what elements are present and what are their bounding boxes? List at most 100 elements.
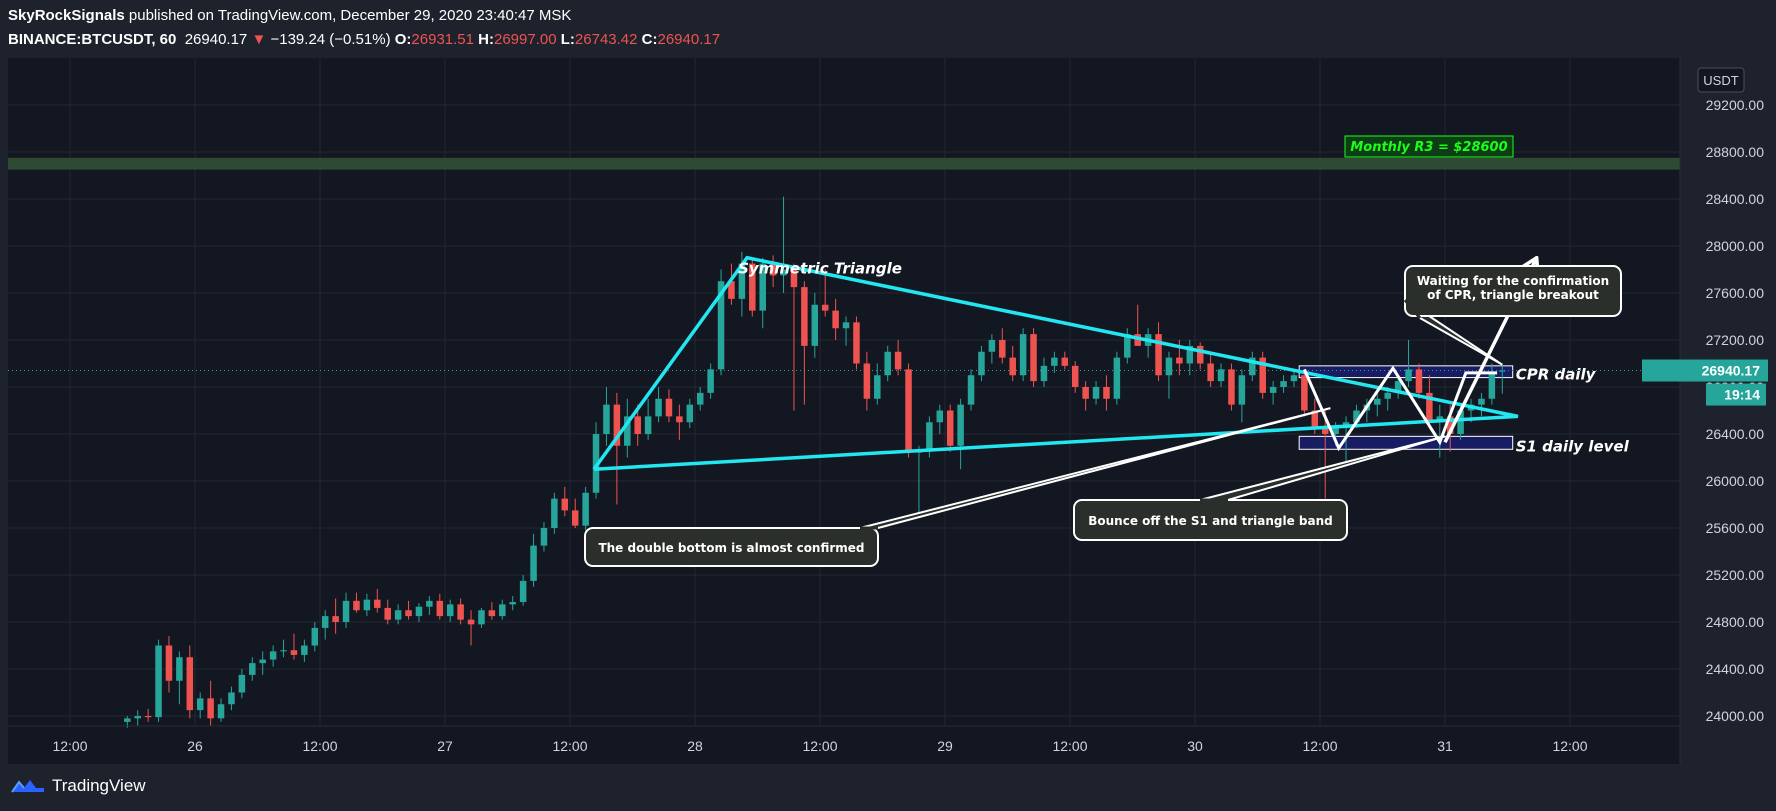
candle[interactable]: [707, 363, 714, 399]
candle[interactable]: [467, 610, 475, 646]
candle[interactable]: [999, 328, 1006, 364]
candle[interactable]: [321, 610, 329, 640]
candle[interactable]: [696, 387, 704, 411]
candle[interactable]: [728, 263, 735, 305]
candle[interactable]: [551, 492, 558, 534]
tradingview-logo-icon[interactable]: [10, 776, 46, 796]
candle[interactable]: [509, 596, 516, 611]
candle[interactable]: [155, 639, 162, 722]
candle[interactable]: [332, 598, 339, 634]
candle[interactable]: [1426, 375, 1433, 429]
s1-daily-box[interactable]: [1298, 435, 1514, 450]
candle[interactable]: [1415, 363, 1423, 399]
candle[interactable]: [769, 255, 777, 288]
candle[interactable]: [842, 316, 850, 346]
candle[interactable]: [644, 398, 652, 440]
candle[interactable]: [259, 651, 266, 675]
candle[interactable]: [561, 486, 569, 517]
candle[interactable]: [1405, 340, 1412, 387]
symbol-label[interactable]: BINANCE:BTCUSDT, 60: [8, 31, 177, 48]
candle[interactable]: [613, 392, 621, 505]
candle[interactable]: [1207, 351, 1214, 387]
time-axis[interactable]: 12:00 26 12:00 27 12:00 28 12:00 29 12:00 30 12:00…: [8, 725, 1680, 754]
candle[interactable]: [1009, 345, 1016, 382]
candle[interactable]: [874, 363, 881, 405]
callout-bounce-s1[interactable]: Bounce off the S1 and triangle band: [1073, 435, 1446, 541]
candle[interactable]: [1249, 351, 1256, 382]
currency-badge[interactable]: USDT: [1697, 67, 1745, 93]
candle[interactable]: [988, 334, 996, 364]
candle[interactable]: [530, 533, 537, 587]
candle[interactable]: [967, 369, 975, 411]
candle[interactable]: [759, 257, 766, 329]
candle[interactable]: [405, 600, 412, 620]
candle[interactable]: [624, 398, 631, 458]
drawings[interactable]: The double bottom is almost confirmed Bou…: [584, 255, 1622, 567]
price-axis[interactable]: 24000.00 24400.00 24800.00 25200.00 25600.00…: [1642, 58, 1768, 764]
candle[interactable]: [1092, 381, 1100, 405]
candle[interactable]: [1321, 410, 1329, 499]
candle[interactable]: [1290, 369, 1298, 387]
candle[interactable]: [207, 680, 214, 726]
callout-double-bottom[interactable]: The double bottom is almost confirmed: [584, 407, 1331, 567]
candle[interactable]: [1259, 351, 1266, 399]
candle[interactable]: [832, 298, 839, 340]
candle[interactable]: [1186, 340, 1194, 376]
brand-name[interactable]: TradingView: [52, 776, 146, 795]
candle[interactable]: [1124, 328, 1131, 364]
candle[interactable]: [186, 645, 194, 719]
candle[interactable]: [946, 404, 954, 452]
candle[interactable]: [821, 269, 829, 317]
candle[interactable]: [801, 281, 808, 405]
candle[interactable]: [415, 603, 423, 622]
candle[interactable]: [1082, 381, 1089, 411]
candle[interactable]: [655, 387, 662, 423]
candle[interactable]: [311, 622, 319, 652]
publisher-name[interactable]: SkyRockSignals: [8, 7, 125, 24]
candle[interactable]: [790, 263, 798, 411]
candle[interactable]: [436, 593, 444, 620]
candle[interactable]: [894, 340, 902, 376]
candle[interactable]: [165, 636, 173, 693]
candle[interactable]: [1478, 392, 1485, 417]
candle[interactable]: [269, 645, 277, 667]
double-bottom-path[interactable]: [1303, 365, 1498, 452]
candle[interactable]: [863, 351, 871, 411]
candle[interactable]: [665, 389, 673, 423]
candle[interactable]: [978, 345, 985, 382]
candle[interactable]: [238, 669, 246, 699]
candle[interactable]: [780, 196, 787, 293]
candle[interactable]: [1103, 375, 1110, 411]
candle[interactable]: [676, 404, 683, 440]
candle[interactable]: [540, 522, 548, 552]
symmetric-triangle[interactable]: [592, 255, 1519, 471]
candle[interactable]: [853, 316, 860, 370]
monthly-r3-label[interactable]: Monthly R3 = $28600: [1344, 135, 1514, 158]
candle[interactable]: [1374, 392, 1381, 417]
candle[interactable]: [686, 398, 694, 429]
candle[interactable]: [228, 686, 235, 711]
candle[interactable]: [478, 607, 485, 628]
candle[interactable]: [301, 639, 308, 662]
candles[interactable]: [124, 196, 1506, 728]
candle[interactable]: [457, 598, 464, 625]
candle[interactable]: [1061, 351, 1069, 370]
candle[interactable]: [134, 710, 141, 726]
candle[interactable]: [363, 593, 371, 617]
candle[interactable]: [1269, 381, 1277, 405]
candle[interactable]: [374, 589, 381, 613]
candle[interactable]: [936, 404, 944, 434]
candle[interactable]: [1155, 322, 1162, 382]
candle[interactable]: [290, 633, 298, 660]
candle[interactable]: [446, 599, 454, 622]
candle[interactable]: [884, 345, 891, 382]
candle[interactable]: [603, 387, 610, 446]
candle[interactable]: [196, 692, 204, 719]
candle[interactable]: [394, 604, 402, 625]
candle[interactable]: [249, 657, 256, 681]
candle[interactable]: [1488, 363, 1496, 405]
candle[interactable]: [571, 498, 579, 528]
candle[interactable]: [1228, 363, 1235, 411]
candle[interactable]: [1280, 375, 1287, 393]
